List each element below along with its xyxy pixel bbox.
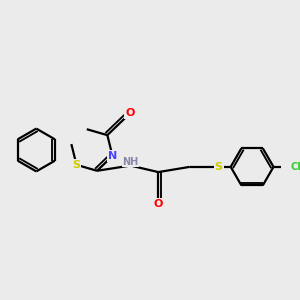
Text: S: S: [73, 160, 80, 170]
Text: S: S: [215, 162, 223, 172]
Text: NH: NH: [122, 157, 139, 166]
Text: O: O: [154, 199, 163, 208]
Text: N: N: [108, 151, 117, 161]
Text: Cl: Cl: [290, 162, 300, 172]
Text: O: O: [125, 108, 135, 118]
